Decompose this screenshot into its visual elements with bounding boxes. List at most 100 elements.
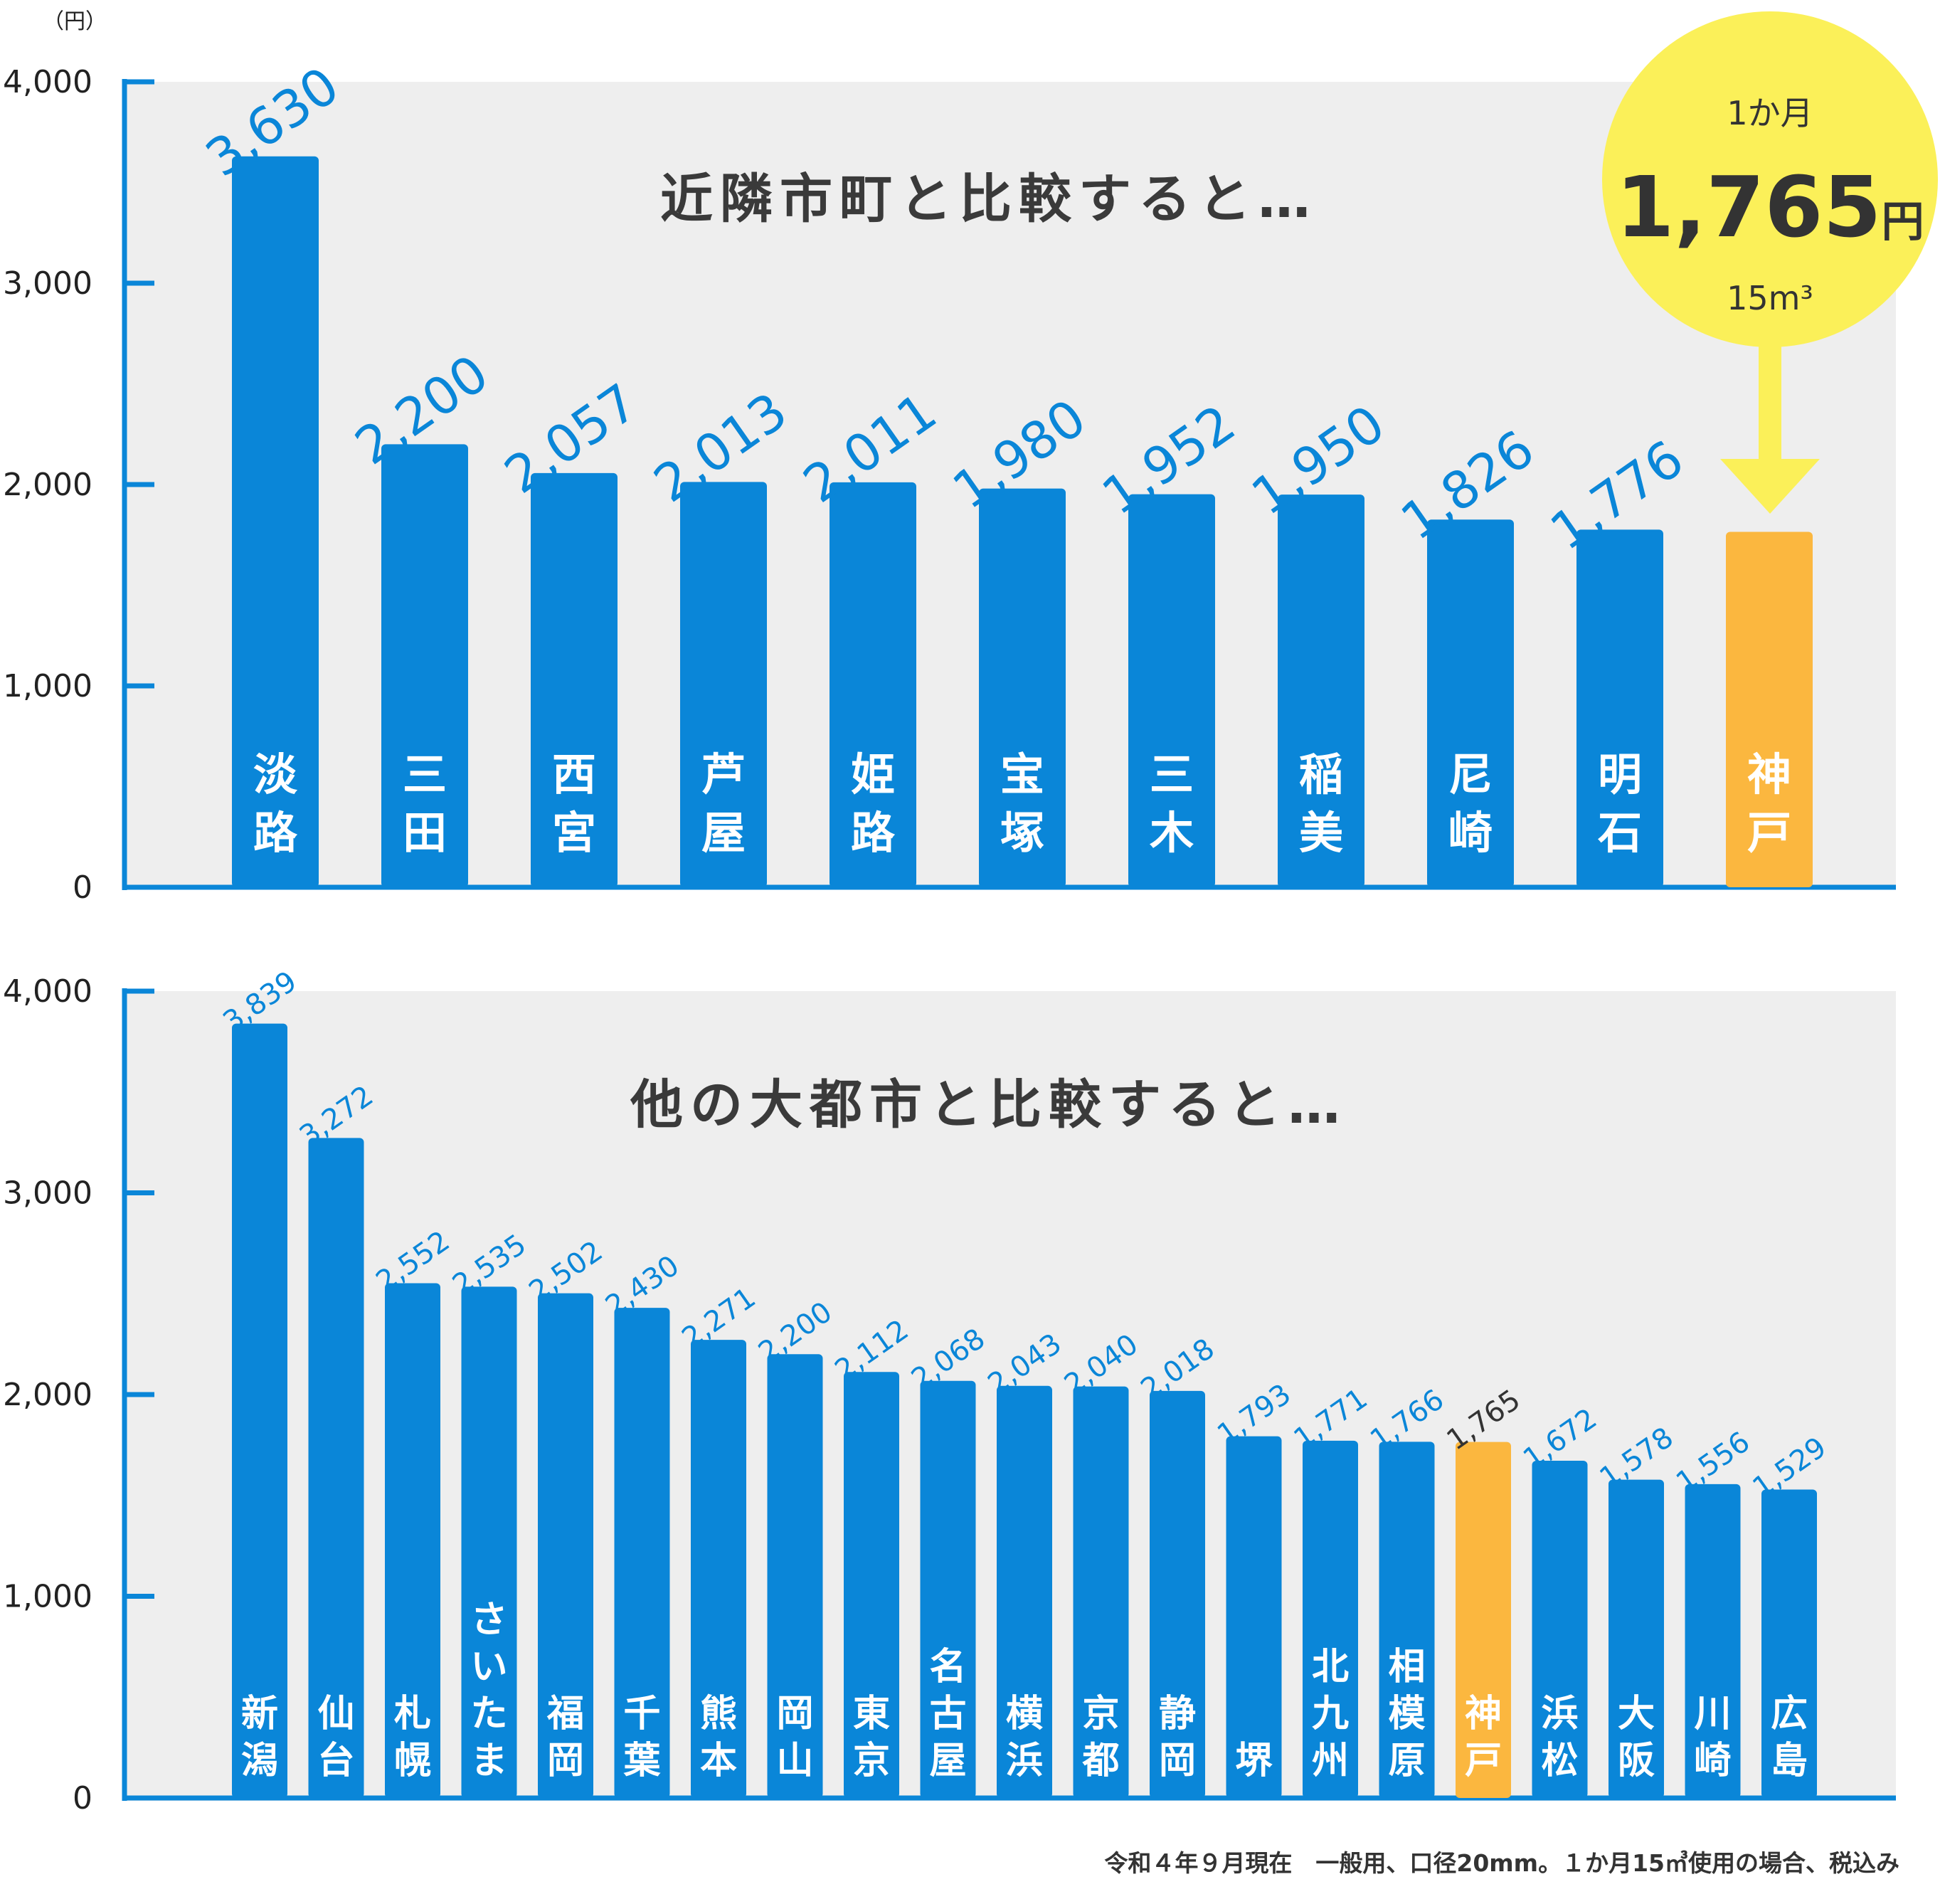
- chart1-bar: [1726, 531, 1813, 887]
- chart1-plot-area: 01,0002,0003,0004,000淡路3,630三田2,200西宮2,0…: [3, 55, 1896, 906]
- chart1-bar: [1576, 529, 1663, 887]
- callout-arrow-head: [1720, 459, 1820, 514]
- chart2-category-label: 原: [1388, 1740, 1425, 1782]
- chart2-category-label: 札: [394, 1693, 431, 1735]
- chart1-bar: [1427, 519, 1514, 887]
- chart1-bar: [531, 472, 618, 887]
- chart2-category-label: 模: [1388, 1693, 1425, 1735]
- chart2-category-label: 幌: [394, 1740, 431, 1782]
- chart2-category-label: 岡: [1159, 1740, 1196, 1782]
- chart1-unit-label: （円）: [43, 9, 107, 34]
- chart1-category-label: 淡: [253, 749, 298, 800]
- chart2-y-tick-label: 1,000: [3, 1579, 92, 1615]
- chart2-category-label: さ: [470, 1599, 507, 1641]
- chart2-category-label: ま: [470, 1740, 507, 1782]
- chart1-bar: [979, 488, 1066, 887]
- chart2-category-label: 崎: [1694, 1740, 1731, 1782]
- chart2-category-label: 古: [929, 1693, 966, 1735]
- chart1-y-tick-label: 4,000: [3, 64, 92, 100]
- chart2-bar: [691, 1340, 746, 1798]
- chart2-category-label: 戸: [1465, 1740, 1502, 1782]
- callout-arrow-shaft: [1759, 342, 1781, 459]
- chart1-category-label: 塚: [1000, 807, 1044, 859]
- chart1-category-label: 宝: [1000, 749, 1044, 800]
- chart2-title: 他の大都市と比較すると…: [630, 1074, 1347, 1136]
- chart2-bar: [1456, 1442, 1511, 1798]
- chart2-category-label: 川: [1694, 1693, 1731, 1735]
- chart2-bar: [920, 1380, 976, 1798]
- chart2-bar: [844, 1372, 899, 1798]
- chart2-bar: [461, 1286, 517, 1798]
- chart2-category-label: 熊: [700, 1693, 737, 1735]
- chart1-category-label: 美: [1299, 807, 1343, 859]
- chart2-category-label: 松: [1541, 1740, 1578, 1782]
- chart2-category-label: 北: [1312, 1646, 1349, 1688]
- chart2-category-label: 岡: [547, 1740, 584, 1782]
- chart1-title: 近隣市町と比較すると…: [660, 169, 1318, 230]
- chart2-category-label: 阪: [1618, 1740, 1655, 1782]
- chart1-y-tick-label: 0: [73, 869, 92, 906]
- chart2-category-label: 京: [1082, 1693, 1119, 1735]
- chart2-category-label: 広: [1771, 1693, 1808, 1735]
- chart2-bar: [997, 1385, 1052, 1798]
- chart2-bar: [1532, 1460, 1588, 1798]
- callout-amount: 1,765: [1616, 158, 1881, 256]
- chart1-bar: [232, 156, 319, 888]
- chart2-category-label: 横: [1006, 1693, 1043, 1735]
- chart2-bar: [308, 1138, 364, 1798]
- chart2-bar: [1685, 1483, 1741, 1798]
- footnote: 令和４年９月現在 一般用、口径20mm。１か月15㎥使用の場合、税込み: [1104, 1849, 1899, 1877]
- chart2-category-label: 神: [1465, 1693, 1502, 1735]
- callout-period: 1か月: [1727, 94, 1813, 132]
- chart2-category-label: 都: [1081, 1740, 1119, 1782]
- chart2-category-label: 本: [700, 1740, 737, 1782]
- chart2-category-label: 州: [1312, 1740, 1349, 1782]
- chart2-category-label: 島: [1771, 1740, 1808, 1782]
- chart1-category-label: 明: [1598, 749, 1642, 800]
- chart2-category-label: 京: [853, 1740, 890, 1782]
- chart1-category-label: 崎: [1448, 807, 1493, 859]
- chart2-category-label: 仙: [317, 1693, 354, 1735]
- chart1-category-label: 路: [253, 807, 298, 859]
- chart1-category-label: 姫: [851, 749, 895, 800]
- chart1-y-tick-label: 1,000: [3, 668, 92, 704]
- chart2-category-label: 相: [1388, 1646, 1425, 1688]
- chart2-bar: [1150, 1390, 1205, 1798]
- chart2-y-tick-label: 0: [73, 1780, 92, 1816]
- chart2-category-label: 千: [623, 1693, 660, 1735]
- chart1-category-label: 三: [403, 749, 447, 800]
- chart2-bar: [1379, 1442, 1435, 1798]
- chart2-category-label: 新: [241, 1693, 278, 1735]
- chart2-y-tick-label: 3,000: [3, 1175, 92, 1212]
- chart2-category-label: 名: [929, 1646, 966, 1688]
- chart1-bar: [1278, 494, 1364, 887]
- chart2-bar: [1303, 1440, 1358, 1798]
- chart1-bar: [830, 482, 916, 887]
- chart2-bar: [538, 1293, 593, 1798]
- chart1-category-label: 西: [552, 749, 596, 800]
- chart2-category-label: 岡: [776, 1693, 813, 1735]
- chart2-category-label: 浜: [1541, 1693, 1578, 1735]
- chart1-category-label: 石: [1598, 807, 1642, 859]
- chart1-bar: [680, 482, 767, 887]
- chart2-bar: [1226, 1436, 1282, 1798]
- chart2-category-label: 東: [853, 1693, 890, 1735]
- chart2-category-label: 堺: [1235, 1740, 1273, 1782]
- chart1-category-label: 田: [403, 807, 447, 859]
- chart2-y-tick-label: 4,000: [3, 973, 92, 1010]
- chart2-category-label: 福: [546, 1693, 584, 1735]
- chart1-category-label: 宮: [552, 807, 596, 859]
- chart1-bar: [1128, 494, 1215, 887]
- chart2-category-label: 潟: [241, 1740, 278, 1782]
- chart2-bar: [1073, 1386, 1129, 1798]
- chart2-category-label: 台: [317, 1740, 354, 1782]
- chart1-category-label: 戸: [1747, 807, 1791, 859]
- callout-amount-line: 1,765円: [1616, 158, 1924, 256]
- kobe-callout: 1か月 1,765円 15m³: [1602, 11, 1938, 514]
- chart2-bar: [1609, 1479, 1664, 1798]
- chart1-category-label: 稲: [1299, 749, 1343, 800]
- chart2-bar: [767, 1354, 823, 1798]
- callout-circle: [1602, 11, 1938, 347]
- chart1-category-label: 神: [1747, 749, 1791, 800]
